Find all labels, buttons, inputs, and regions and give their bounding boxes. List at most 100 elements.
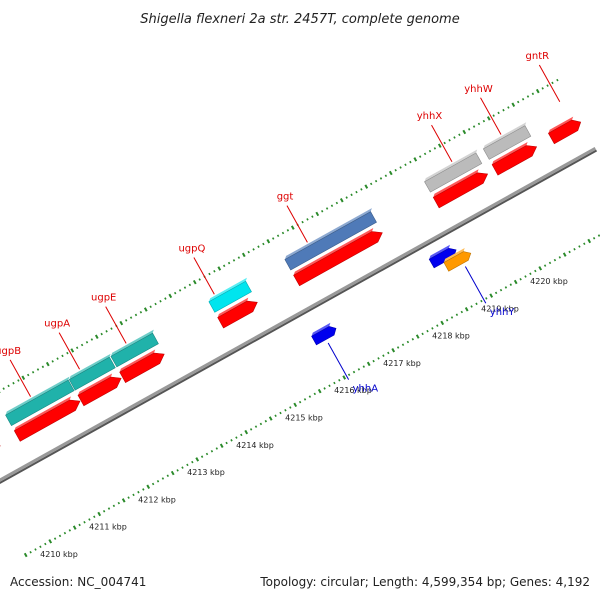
- upper-tick: [541, 87, 544, 90]
- lower-tick: [308, 395, 312, 398]
- gene-gntR-arrow: [547, 119, 582, 145]
- lower-tick: [440, 320, 445, 326]
- upper-tick: [143, 307, 148, 312]
- lower-tick: [259, 422, 263, 426]
- gene-feature-1-bar-top: [429, 244, 450, 260]
- upper-tick: [311, 215, 314, 218]
- lower-tick: [83, 520, 86, 524]
- lower-tick: [548, 261, 552, 265]
- upper-tick: [423, 152, 427, 156]
- upper-tick: [2, 387, 5, 390]
- upper-tick: [388, 170, 393, 176]
- lower-tick: [279, 411, 282, 415]
- upper-tick: [7, 384, 10, 388]
- upper-tick: [110, 327, 113, 330]
- upper-tick: [252, 248, 255, 251]
- tick-label: 4212 kbp: [138, 495, 176, 504]
- lower-tick: [142, 488, 145, 491]
- upper-tick: [36, 368, 40, 371]
- upper-tick: [409, 160, 412, 164]
- lower-tick: [195, 457, 200, 462]
- gene-ugpQ-cds-top: [208, 277, 247, 302]
- lower-tick: [509, 283, 512, 286]
- upper-tick: [379, 177, 383, 180]
- upper-tick: [31, 371, 35, 374]
- upper-tick: [217, 266, 222, 271]
- lower-tick: [161, 477, 165, 480]
- lower-tick: [426, 329, 429, 333]
- lower-tick: [200, 455, 204, 458]
- lower-tick: [137, 490, 140, 494]
- lower-tick: [494, 291, 498, 295]
- lower-tick: [156, 479, 160, 483]
- lower-tick: [573, 247, 576, 251]
- lower-tick: [225, 441, 228, 445]
- lower-tick: [333, 381, 336, 385]
- label-leader-ugpE: [105, 306, 127, 344]
- lower-tick: [431, 327, 434, 330]
- label-leader-yhhX: [431, 124, 453, 163]
- upper-tick: [17, 379, 20, 382]
- upper-tick: [355, 190, 358, 194]
- tick-label: 4216 kbp: [334, 386, 372, 395]
- upper-tick: [223, 264, 226, 268]
- upper-tick: [462, 129, 467, 135]
- upper-tick: [339, 198, 344, 203]
- upper-tick: [213, 270, 216, 273]
- lower-tick: [127, 496, 130, 499]
- lower-tick: [268, 416, 273, 421]
- lower-tick: [470, 305, 473, 308]
- upper-tick: [360, 188, 363, 191]
- upper-tick: [531, 92, 535, 96]
- upper-tick: [413, 157, 418, 162]
- lower-tick: [387, 351, 390, 355]
- upper-tick: [330, 204, 334, 208]
- lower-tick: [34, 548, 37, 551]
- lower-tick: [485, 297, 488, 300]
- upper-tick: [241, 252, 246, 258]
- upper-tick: [477, 122, 481, 126]
- gene-features: [0, 116, 582, 447]
- lower-tick: [39, 545, 42, 549]
- upper-tick: [125, 319, 128, 322]
- lower-tick: [347, 373, 351, 377]
- lower-tick: [78, 523, 81, 527]
- lower-tick: [362, 365, 365, 368]
- lower-tick: [166, 474, 169, 478]
- lower-tick: [210, 449, 214, 453]
- lower-tick: [72, 525, 77, 530]
- upper-tick: [502, 108, 505, 112]
- upper-tick: [551, 81, 554, 85]
- label-leader-ugpA: [58, 332, 81, 370]
- gene-yhhY-bar-top: [443, 248, 465, 263]
- tick-label: 4219 kbp: [481, 304, 519, 313]
- lower-tick: [107, 507, 111, 510]
- lower-tick: [578, 245, 581, 248]
- lower-tick: [342, 375, 347, 380]
- lower-tick: [63, 531, 67, 535]
- gene-ugpB-cds: [5, 379, 75, 427]
- genome-backbone: [0, 146, 598, 485]
- lower-tick: [464, 307, 469, 312]
- accession-text: Accession: NC_004741: [10, 575, 147, 589]
- upper-tick: [448, 138, 451, 142]
- upper-tick: [61, 354, 64, 358]
- upper-tick: [306, 218, 309, 221]
- lower-tick: [352, 370, 356, 374]
- lower-tick: [338, 378, 341, 382]
- gene-ugpQ-arrow-top: [217, 297, 249, 318]
- upper-tick: [129, 316, 133, 319]
- upper-tick: [321, 209, 324, 213]
- lower-tick: [205, 452, 209, 456]
- upper-tick: [345, 196, 348, 199]
- lower-tick: [244, 429, 249, 435]
- upper-tick: [178, 289, 182, 292]
- upper-tick: [168, 293, 173, 299]
- lower-tick: [401, 343, 405, 347]
- gene-labels: 4210 kbp 4211 kbp 4212 kbp 4213 kbp 4214 kbp…: [0, 51, 568, 559]
- gene-label-yhhX: yhhX: [417, 111, 443, 122]
- upper-tick: [526, 95, 530, 98]
- upper-tick: [76, 346, 79, 349]
- label-leader-yhhY: [464, 266, 487, 304]
- upper-tick: [482, 119, 486, 123]
